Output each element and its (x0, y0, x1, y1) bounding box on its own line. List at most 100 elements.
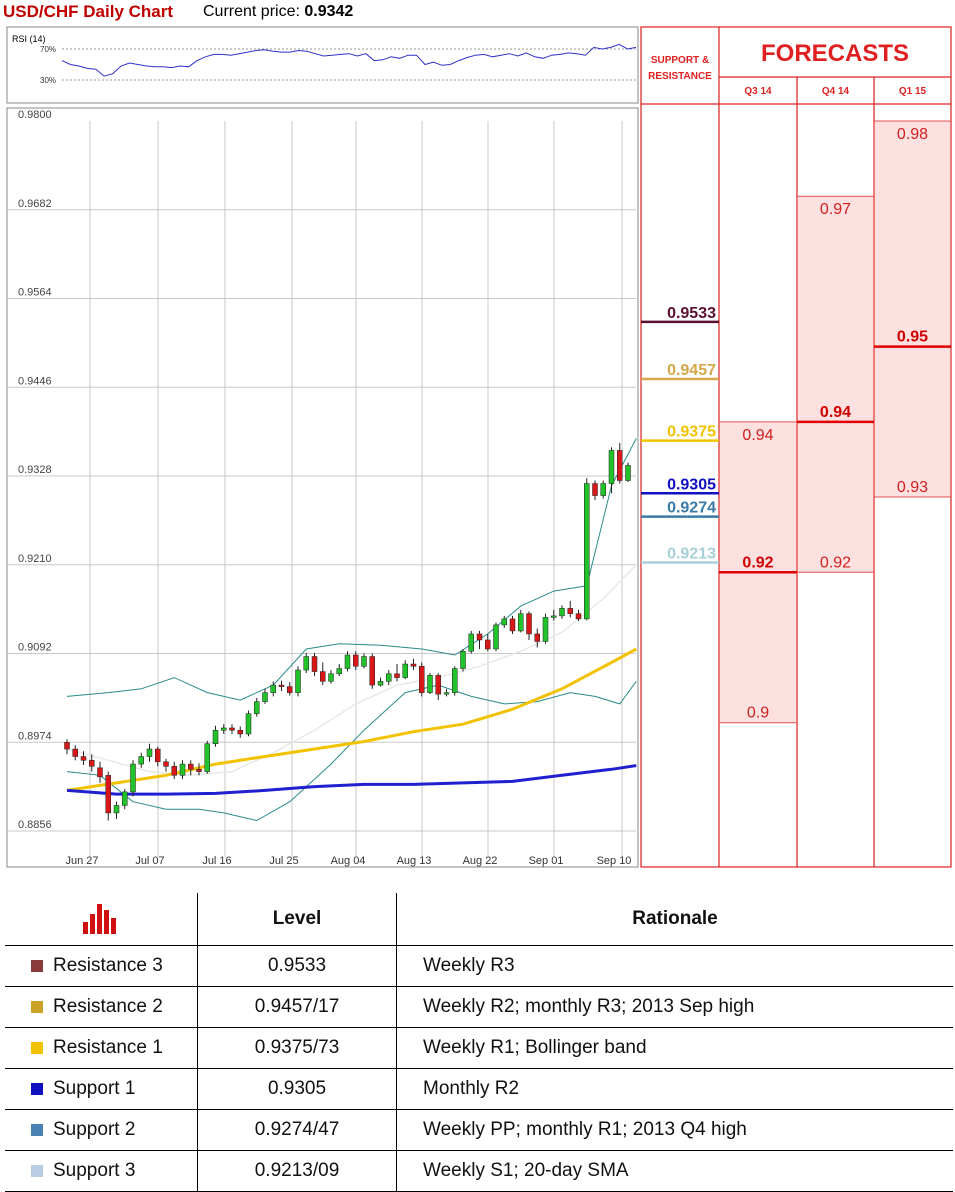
candle (493, 624, 499, 650)
current-price: Current price: 0.9342 (203, 3, 353, 21)
y-tick-label: 0.8856 (18, 819, 52, 831)
candle (526, 613, 532, 635)
forecast-col-label: Q3 14 (744, 86, 772, 97)
candle (146, 748, 153, 757)
level-name-cell: Resistance 1 (5, 1027, 198, 1069)
candle (419, 666, 425, 693)
forecast-low-label: 0.9 (747, 705, 769, 722)
rsi-label: RSI (14) (12, 34, 46, 44)
levels-table: Level Rationale Resistance 3 0.9533 Weekly… (5, 893, 953, 1192)
table-row: Support 1 0.9305 Monthly R2 (5, 1068, 953, 1110)
candle (501, 618, 507, 626)
y-tick-label: 0.9328 (18, 464, 52, 476)
y-tick-label: 0.9092 (18, 642, 52, 654)
candle (270, 684, 276, 693)
candle (204, 743, 210, 772)
title-bar: USD/CHF Daily Chart Current price: 0.934… (0, 0, 640, 26)
x-tick-label: Jun 27 (65, 855, 98, 867)
candle (196, 769, 202, 772)
candle (460, 650, 466, 669)
level-name: Resistance 3 (53, 954, 163, 976)
forecast-low-label: 0.92 (820, 554, 851, 571)
chart-canvas: RSI (14)70% 30% 0.9800 0.9682 0.9564 0.9446 0.… (6, 26, 952, 868)
y-tick-label: 0.9210 (18, 553, 52, 565)
candle (254, 701, 260, 714)
bollinger-upper-line (66, 438, 637, 701)
y-tick-label: 0.9446 (18, 375, 52, 387)
color-swatch (31, 1164, 43, 1177)
x-tick-label: Sep 01 (529, 855, 564, 867)
header-level: Level (197, 893, 397, 946)
candle (551, 615, 557, 618)
level-name: Support 1 (53, 1077, 136, 1099)
level-name: Resistance 1 (53, 1036, 163, 1058)
candle (336, 668, 342, 675)
level-value: 0.9305 (197, 1068, 397, 1110)
header-rationale: Rationale (396, 893, 953, 946)
candle (303, 656, 309, 671)
color-swatch (31, 1123, 43, 1136)
table-row: Support 2 0.9274/47 Weekly PP; monthly R1;… (5, 1109, 953, 1151)
candle (534, 633, 540, 642)
candle (320, 671, 326, 682)
rsi-line (61, 43, 637, 77)
candle (369, 656, 375, 686)
table-body: Resistance 3 0.9533 Weekly R3 Resistance 2 0… (5, 945, 953, 1192)
bar-chart-icon (83, 904, 116, 934)
forecast-high-label: 0.98 (897, 126, 928, 143)
sma55-line (66, 647, 638, 792)
x-tick-label: Jul 16 (202, 855, 231, 867)
sr-label: 0.9274 (667, 500, 716, 517)
level-rationale: Weekly R1; Bollinger band (396, 1027, 953, 1069)
level-rationale: Weekly S1; 20-day SMA (396, 1150, 953, 1192)
level-name-cell: Support 2 (5, 1109, 198, 1151)
candle (221, 727, 227, 731)
sma100-line (66, 764, 637, 796)
candle (287, 686, 293, 693)
candle (188, 763, 194, 770)
level-rationale: Weekly R3 (396, 945, 953, 987)
x-tick-label: Aug 13 (397, 855, 432, 867)
candle (212, 729, 219, 745)
bollinger-lower-line (66, 681, 637, 822)
table-row: Support 3 0.9213/09 Weekly S1; 20-day SMA (5, 1150, 953, 1192)
forecast-median-label: 0.92 (742, 554, 773, 571)
candle (600, 483, 606, 496)
x-tick-label: Aug 22 (463, 855, 498, 867)
candle (485, 639, 491, 650)
candle (443, 692, 450, 695)
forecast-range (798, 196, 873, 573)
color-swatch (31, 1041, 43, 1054)
candle (130, 763, 136, 793)
forecast-col-label: Q1 15 (899, 86, 927, 97)
candle (509, 618, 516, 632)
forecast-median-label: 0.95 (897, 329, 928, 346)
sr-label: 0.9457 (667, 362, 716, 379)
level-value: 0.9274/47 (197, 1109, 397, 1151)
level-name: Support 3 (53, 1159, 136, 1181)
candle (80, 756, 87, 761)
x-tick-label: Jul 25 (269, 855, 298, 867)
x-tick-label: Sep 10 (597, 855, 632, 867)
forecast-high-label: 0.94 (742, 427, 773, 444)
level-value: 0.9533 (197, 945, 397, 987)
candle (592, 483, 598, 496)
table-row: Resistance 3 0.9533 Weekly R3 (5, 945, 953, 987)
sr-header: SUPPORT & (651, 55, 709, 66)
x-tick-label: Jul 07 (135, 855, 164, 867)
candle (518, 613, 524, 632)
chart-title: USD/CHF Daily Chart (3, 2, 174, 21)
color-swatch (31, 1082, 43, 1095)
candle (617, 450, 623, 481)
candle (435, 675, 441, 695)
forecast-median-label: 0.94 (820, 404, 851, 421)
candle (386, 673, 392, 682)
candle (328, 673, 334, 682)
level-rationale: Weekly PP; monthly R1; 2013 Q4 high (396, 1109, 953, 1151)
level-value: 0.9213/09 (197, 1150, 397, 1192)
price-label: Current price: (203, 3, 300, 20)
candle (113, 805, 120, 814)
candle (402, 663, 408, 678)
candle (468, 633, 474, 652)
level-name-cell: Support 3 (5, 1150, 198, 1192)
